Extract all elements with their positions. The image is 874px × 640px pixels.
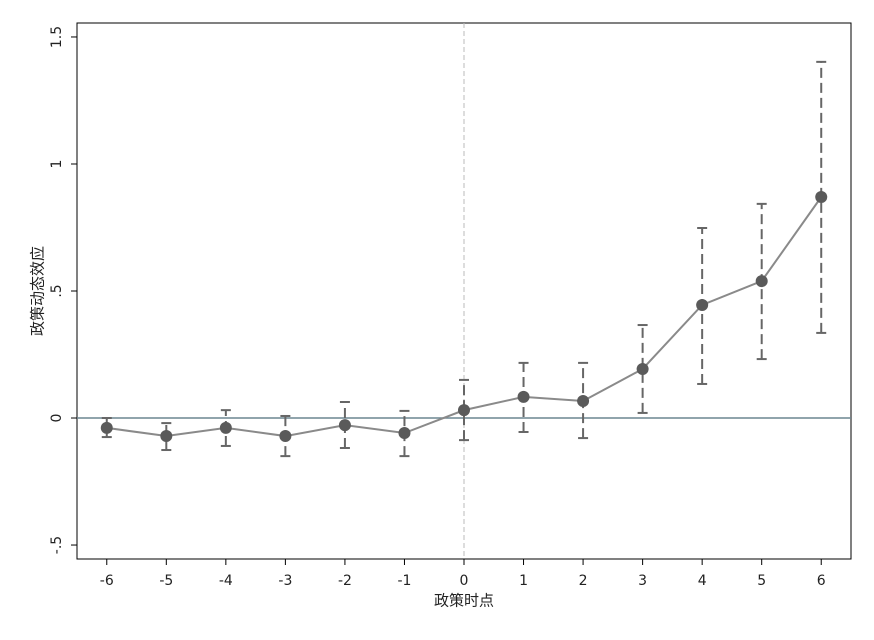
x-tick-label: 1 <box>519 573 528 589</box>
point <box>696 298 709 311</box>
x-tick-label: 4 <box>698 573 707 589</box>
point <box>517 390 530 403</box>
point <box>636 362 649 375</box>
x-tick-label: -1 <box>397 573 411 589</box>
x-tick-label: -6 <box>100 573 114 589</box>
point <box>458 404 470 417</box>
point <box>815 191 828 204</box>
y-tick-label: .5 <box>49 284 65 297</box>
x-tick-label: 6 <box>817 573 826 589</box>
x-tick-label: -2 <box>338 573 352 589</box>
y-tick-label: -.5 <box>49 536 65 554</box>
point <box>279 430 292 443</box>
y-tick-label: 1 <box>49 160 65 169</box>
point <box>100 421 113 434</box>
x-tick-label: -3 <box>278 573 292 589</box>
point <box>577 394 590 407</box>
x-tick-label: 5 <box>757 573 766 589</box>
x-tick-label: 0 <box>460 573 469 589</box>
x-tick-label: 3 <box>638 573 647 589</box>
point <box>160 430 173 443</box>
x-tick-label: -4 <box>219 573 233 589</box>
x-axis-title: 政策时点 <box>434 592 494 610</box>
x-tick-label: -5 <box>159 573 173 589</box>
point <box>398 427 411 440</box>
point <box>755 275 768 288</box>
y-tick-label: 0 <box>49 414 65 423</box>
point <box>219 421 232 434</box>
y-axis-title: 政策动态效应 <box>29 246 47 336</box>
y-tick-label: 1.5 <box>49 26 65 48</box>
x-tick-label: 2 <box>579 573 588 589</box>
point <box>338 419 351 432</box>
